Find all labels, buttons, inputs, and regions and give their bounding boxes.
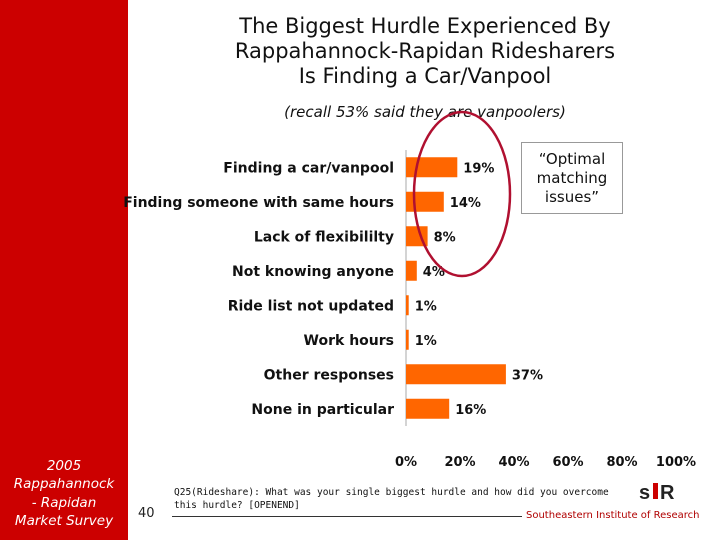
survey-label: 2005 Rappahannock - Rapidan Market Surve… xyxy=(13,458,115,529)
value-label: 14% xyxy=(450,196,481,211)
slide-title: The Biggest Hurdle Experienced By Rappah… xyxy=(234,14,616,88)
x-tick-label: 0% xyxy=(395,455,417,470)
bar xyxy=(406,191,444,212)
svg-text:R: R xyxy=(660,482,675,502)
value-label: 16% xyxy=(455,403,486,418)
bar xyxy=(406,364,506,385)
x-tick-label: 80% xyxy=(606,455,637,470)
x-tick-label: 60% xyxy=(552,455,583,470)
value-label: 4% xyxy=(423,265,445,280)
question-footnote: Q25(Rideshare): What was your single big… xyxy=(174,487,609,511)
value-label: 37% xyxy=(512,368,543,383)
bar xyxy=(406,329,409,350)
value-label: 1% xyxy=(415,334,437,349)
page-number: 40 xyxy=(138,506,155,521)
category-label: None in particular xyxy=(251,402,394,418)
bar xyxy=(406,398,450,419)
x-tick-label: 20% xyxy=(444,455,475,470)
bar xyxy=(406,260,417,281)
category-label: Other responses xyxy=(264,367,394,383)
value-label: 19% xyxy=(463,161,494,176)
value-label: 8% xyxy=(434,230,456,245)
x-tick-label: 40% xyxy=(498,455,529,470)
callout-box: “Optimal matching issues” xyxy=(521,142,623,214)
footer-organization: Southeastern Institute of Research xyxy=(526,510,700,521)
highlight-circle xyxy=(412,110,512,278)
footer-divider xyxy=(172,516,522,517)
svg-text:s: s xyxy=(639,482,650,502)
category-label: Not knowing anyone xyxy=(232,264,394,280)
category-label: Finding a car/vanpool xyxy=(223,160,394,176)
category-label: Work hours xyxy=(304,333,394,349)
category-label: Finding someone with same hours xyxy=(123,195,394,211)
value-label: 1% xyxy=(415,299,437,314)
sir-logo-icon: s R xyxy=(639,482,675,502)
bar xyxy=(406,295,409,316)
slide-subtitle: (recall 53% said they are vanpoolers) xyxy=(284,103,566,121)
x-tick-label: 100% xyxy=(656,455,696,470)
bar xyxy=(406,157,458,178)
category-label: Ride list not updated xyxy=(228,298,394,314)
category-label: Lack of flexibililty xyxy=(254,229,394,245)
sidebar: 2005 Rappahannock - Rapidan Market Surve… xyxy=(0,0,128,540)
